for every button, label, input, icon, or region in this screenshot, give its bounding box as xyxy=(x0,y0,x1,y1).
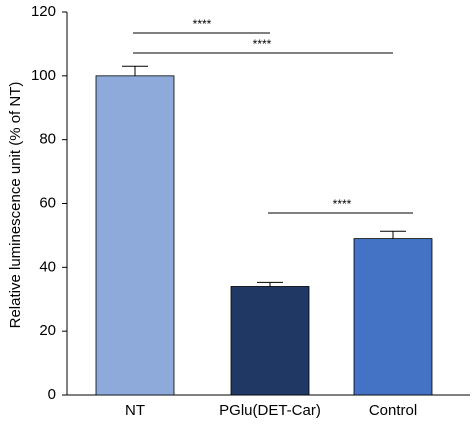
y-tick-label: 60 xyxy=(39,194,56,211)
significance-label: **** xyxy=(253,37,272,51)
significance-label: **** xyxy=(193,17,212,31)
bar xyxy=(95,75,175,396)
y-tick-label: 40 xyxy=(39,258,56,275)
y-tick-label: 20 xyxy=(39,322,56,339)
x-tick-label: PGlu(DET-Car) xyxy=(219,402,321,419)
y-tick-label: 100 xyxy=(31,67,56,84)
x-tick-label: NT xyxy=(125,402,145,419)
y-tick-label: 120 xyxy=(31,3,56,20)
bar xyxy=(230,286,310,396)
significance-label: **** xyxy=(333,197,352,211)
y-axis-label: Relative luminescence unit (% of NT) xyxy=(7,82,24,329)
bar xyxy=(353,238,433,396)
y-tick-label: 80 xyxy=(39,131,56,148)
x-tick-label: Control xyxy=(369,402,417,419)
y-tick-label: 0 xyxy=(48,386,56,403)
